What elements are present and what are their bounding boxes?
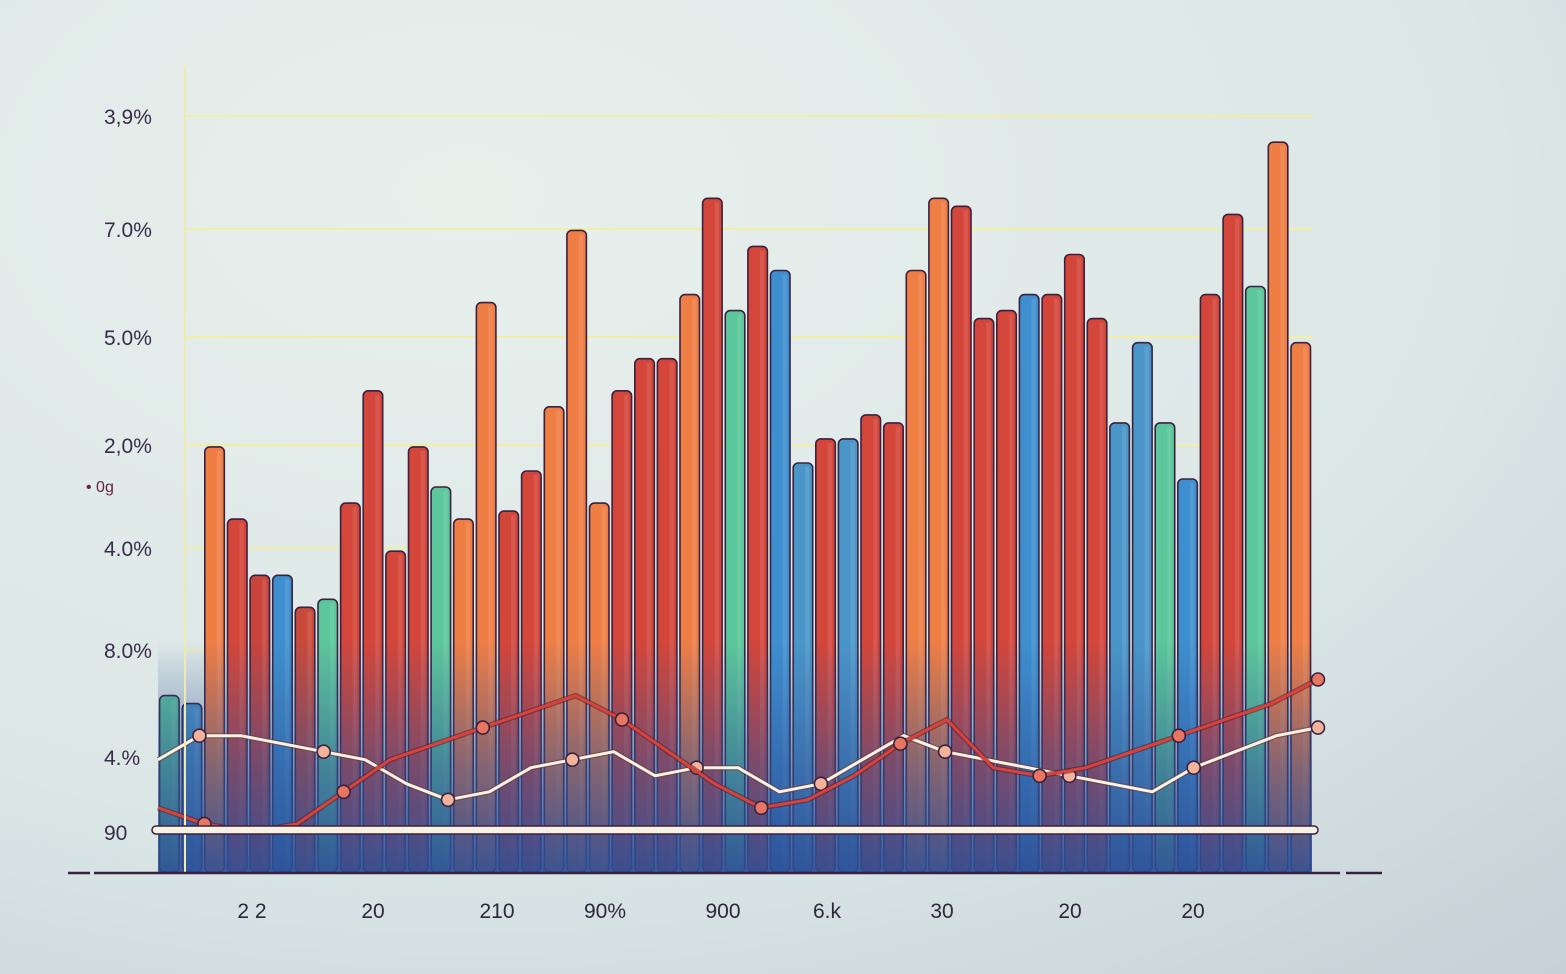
x-tick-label: 20 [1181, 900, 1204, 923]
series-1-point [937, 744, 953, 760]
bar-highlight [918, 274, 923, 868]
series-2-point [336, 784, 351, 800]
bar-highlight [760, 250, 765, 868]
bar-highlight [1212, 298, 1217, 869]
y-tick-label: 2,0% [104, 435, 152, 458]
y-tick-label: 5.0% [104, 327, 152, 350]
bar-highlight [556, 410, 561, 868]
x-tick-label: 90% [584, 900, 626, 923]
series-2-point [1310, 672, 1326, 687]
bar-highlight [963, 210, 968, 869]
series-2-line [157, 678, 1319, 834]
y-tick-label: 3,9% [104, 106, 152, 129]
y-tick-label: 4.0% [104, 538, 152, 561]
bar-highlight [1144, 346, 1149, 868]
bar-highlight [986, 322, 991, 869]
y-tick-label: 4.% [104, 747, 140, 770]
series-1-point [1186, 760, 1201, 776]
series-2-point [614, 712, 630, 727]
series-2-point [753, 800, 769, 816]
bar-highlight [488, 306, 493, 869]
series-2-point [1171, 728, 1187, 744]
series-1-point [564, 752, 580, 768]
bar-highlight [1303, 346, 1308, 868]
bar-highlight [1257, 290, 1263, 868]
base-fade-overlay [158, 640, 1312, 872]
bar-highlight [624, 394, 629, 868]
bar-highlight [646, 362, 652, 868]
x-tick-label: 20 [361, 900, 384, 923]
bar-highlight [1099, 322, 1104, 869]
x-tick-label: 2 2 [237, 900, 266, 923]
bar-highlight [714, 202, 719, 869]
bar-highlight [1076, 258, 1081, 868]
series-1-point [1310, 720, 1326, 735]
bar-highlight [1280, 146, 1285, 868]
line-series [156, 672, 1326, 835]
y-tick-label: 90 [104, 822, 127, 845]
x-tick-label: 6.k [813, 900, 842, 923]
x-tick-label: 30 [930, 900, 953, 923]
x-tick-label: 900 [705, 900, 740, 923]
series-2-point [475, 720, 491, 735]
bar-highlight [1054, 298, 1059, 869]
bar-highlight [578, 234, 584, 868]
bar-highlight [692, 298, 697, 869]
series-1-point [316, 744, 332, 760]
y-axis-label: • 0g [86, 479, 114, 496]
bar-highlight [1031, 298, 1036, 869]
y-tick-labels: 3,9% 7.0% 5.0% 2,0% 4.0% 8.0% 4.% 90 [104, 106, 152, 845]
bar-highlight [737, 314, 742, 869]
bar-highlight [669, 362, 674, 868]
series-1-point [440, 792, 456, 808]
series-1-line [157, 726, 1319, 802]
y-tick-label: 8.0% [104, 640, 152, 663]
series-1-point [192, 728, 207, 744]
bar-highlight [782, 274, 787, 868]
bar-highlight [1008, 314, 1014, 869]
x-tick-label: 210 [479, 900, 514, 923]
bar-highlight [375, 394, 380, 868]
axes [68, 66, 1382, 875]
y-tick-label: 7.0% [104, 219, 152, 242]
bar-highlight [1235, 218, 1240, 868]
x-tick-label: 20 [1058, 900, 1081, 923]
x-tick-labels: 2 2 20 210 90% 900 6.k 30 20 20 [237, 900, 1204, 923]
bar-highlight [941, 202, 946, 869]
series-2-point [1032, 768, 1047, 784]
base-rail [151, 825, 1319, 835]
series-2-point [893, 736, 908, 752]
